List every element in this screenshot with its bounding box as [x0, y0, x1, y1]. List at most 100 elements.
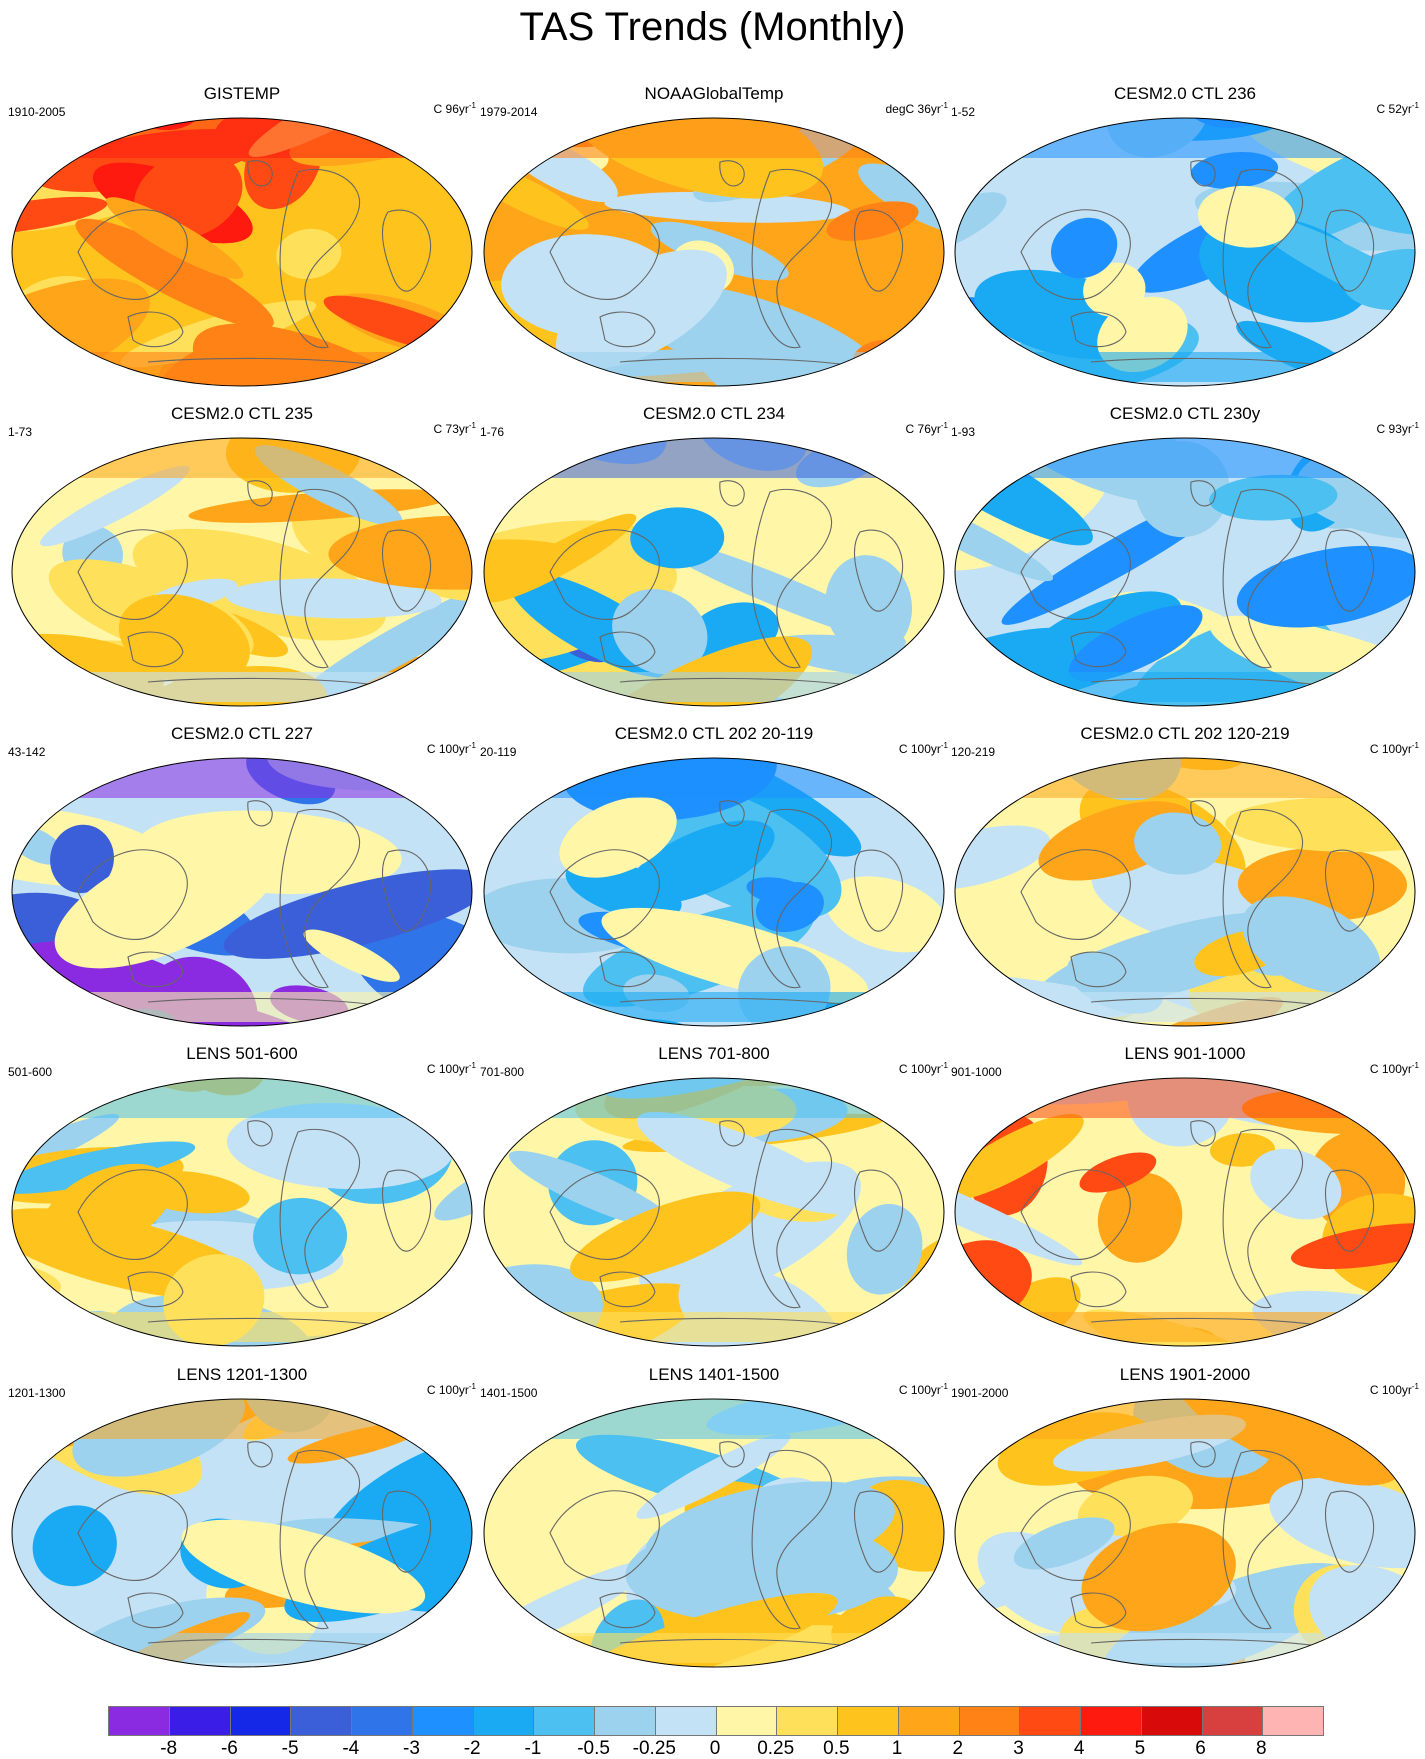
trend-region [955, 1113, 1084, 1202]
trend-region [555, 249, 727, 370]
panel-period-label: 1-73 [8, 425, 33, 439]
arctic-band [484, 1399, 944, 1439]
trend-region [1209, 474, 1338, 521]
map-panel: CESM2.0 CTL 230y 1-93 C 93yr-1 [951, 404, 1419, 722]
coastline [77, 849, 188, 940]
coastline [751, 1449, 833, 1630]
panel-period-label: 1-76 [480, 425, 505, 439]
trend-region [858, 163, 944, 238]
coastline [751, 168, 833, 349]
coastline [1020, 209, 1131, 300]
antarctic-band [68, 992, 418, 1022]
trend-map [954, 1398, 1419, 1675]
trend-region [303, 929, 400, 982]
colorbar-box [595, 1707, 656, 1735]
trend-map [11, 1398, 473, 1668]
arctic-band [484, 1078, 944, 1118]
panel-units-label: C 100yr-1 [898, 741, 948, 756]
coastline [279, 488, 361, 669]
coastline [549, 529, 660, 620]
coastline [147, 1638, 369, 1646]
coastline [619, 997, 841, 1005]
coastline [1090, 1638, 1312, 1646]
panel-period-label: 20-119 [480, 745, 517, 759]
panel-period-label: 1-93 [951, 425, 976, 439]
panel-title: LENS 701-800 [658, 1044, 770, 1063]
trend-region [1068, 605, 1203, 682]
trend-region [508, 1150, 676, 1230]
coastline [599, 1592, 656, 1629]
antarctic-band [1011, 1633, 1361, 1663]
map-panel: LENS 1901-2000 1901-2000 C 100yr-1 [951, 1365, 1419, 1683]
colorbar-tick-label: -4 [342, 1738, 360, 1759]
panel-title: LENS 501-600 [186, 1044, 298, 1063]
colorbar-box [1202, 1707, 1264, 1735]
arctic-band [12, 758, 472, 798]
coastline [247, 1120, 273, 1147]
coastline [1020, 1490, 1131, 1581]
coastline [247, 800, 273, 827]
arctic-band [955, 438, 1415, 478]
trend-region [825, 555, 913, 656]
trend-map [483, 437, 945, 707]
colorbar-box [109, 1707, 170, 1735]
trend-region [636, 1433, 791, 1519]
trend-map [954, 117, 1416, 387]
antarctic-band [1011, 352, 1361, 382]
antarctic-band [1011, 1312, 1361, 1342]
panel-units-label: C 100yr-1 [426, 1382, 476, 1397]
colorbar-tick-label: -3 [403, 1738, 420, 1759]
map-panel: GISTEMP 1910-2005 C 96yr-1 [8, 84, 476, 402]
panel-period-label: 1910-2005 [8, 105, 66, 119]
coastline [599, 1271, 656, 1308]
coastline [619, 1317, 841, 1325]
coastline [1090, 677, 1312, 685]
coastline [1070, 951, 1127, 988]
panel-units-label: C 52yr-1 [1376, 101, 1419, 116]
trend-region [604, 191, 851, 223]
colorbar-tick-label: 0 [709, 1738, 721, 1759]
arctic-band [484, 758, 944, 798]
panel-period-label: 901-1000 [951, 1065, 1002, 1079]
trend-region [1330, 688, 1415, 706]
trend-region [181, 1519, 426, 1614]
antarctic-band [540, 672, 890, 702]
colorbar-box [655, 1707, 717, 1735]
trend-map [11, 757, 473, 1027]
trend-region [764, 742, 871, 758]
trend-region [636, 1111, 855, 1214]
coastline [854, 209, 904, 292]
coastline [1090, 997, 1312, 1005]
coastline [127, 1592, 184, 1629]
panel-units-label: C 100yr-1 [1369, 741, 1419, 756]
panel-units-label: C 100yr-1 [1369, 1382, 1419, 1397]
coastline [382, 1169, 432, 1252]
trend-region [570, 1191, 761, 1282]
colorbar-tick-label: 5 [1134, 1738, 1146, 1759]
trend-region [1258, 1661, 1419, 1675]
panel-title: CESM2.0 CTL 234 [642, 404, 786, 423]
colorbar-box [716, 1707, 778, 1735]
coastline [1222, 168, 1304, 349]
coastline [751, 808, 833, 989]
coastline [1020, 849, 1131, 940]
trend-map [954, 1077, 1416, 1347]
colorbar-tick-label: 4 [1073, 1738, 1085, 1759]
trend-region [105, 197, 244, 279]
coastline [1190, 480, 1216, 507]
panel-units-label: C 76yr-1 [905, 421, 948, 436]
coastline [599, 951, 656, 988]
trend-region [1197, 185, 1296, 248]
trend-region [50, 824, 114, 894]
trend-region [328, 515, 472, 590]
trend-map [483, 117, 945, 387]
coastline [382, 529, 432, 612]
antarctic-band [1011, 992, 1361, 1022]
coastline [1190, 800, 1216, 827]
panel-period-label: 120-219 [951, 745, 996, 759]
map-panel: LENS 1201-1300 1201-1300 C 100yr-1 [8, 1365, 476, 1683]
coastline [854, 529, 904, 612]
colorbar-tick-label: 3 [1013, 1738, 1024, 1759]
colorbar-tick-label: -8 [160, 1738, 178, 1759]
panel-units-label: C 100yr-1 [1369, 1061, 1419, 1076]
